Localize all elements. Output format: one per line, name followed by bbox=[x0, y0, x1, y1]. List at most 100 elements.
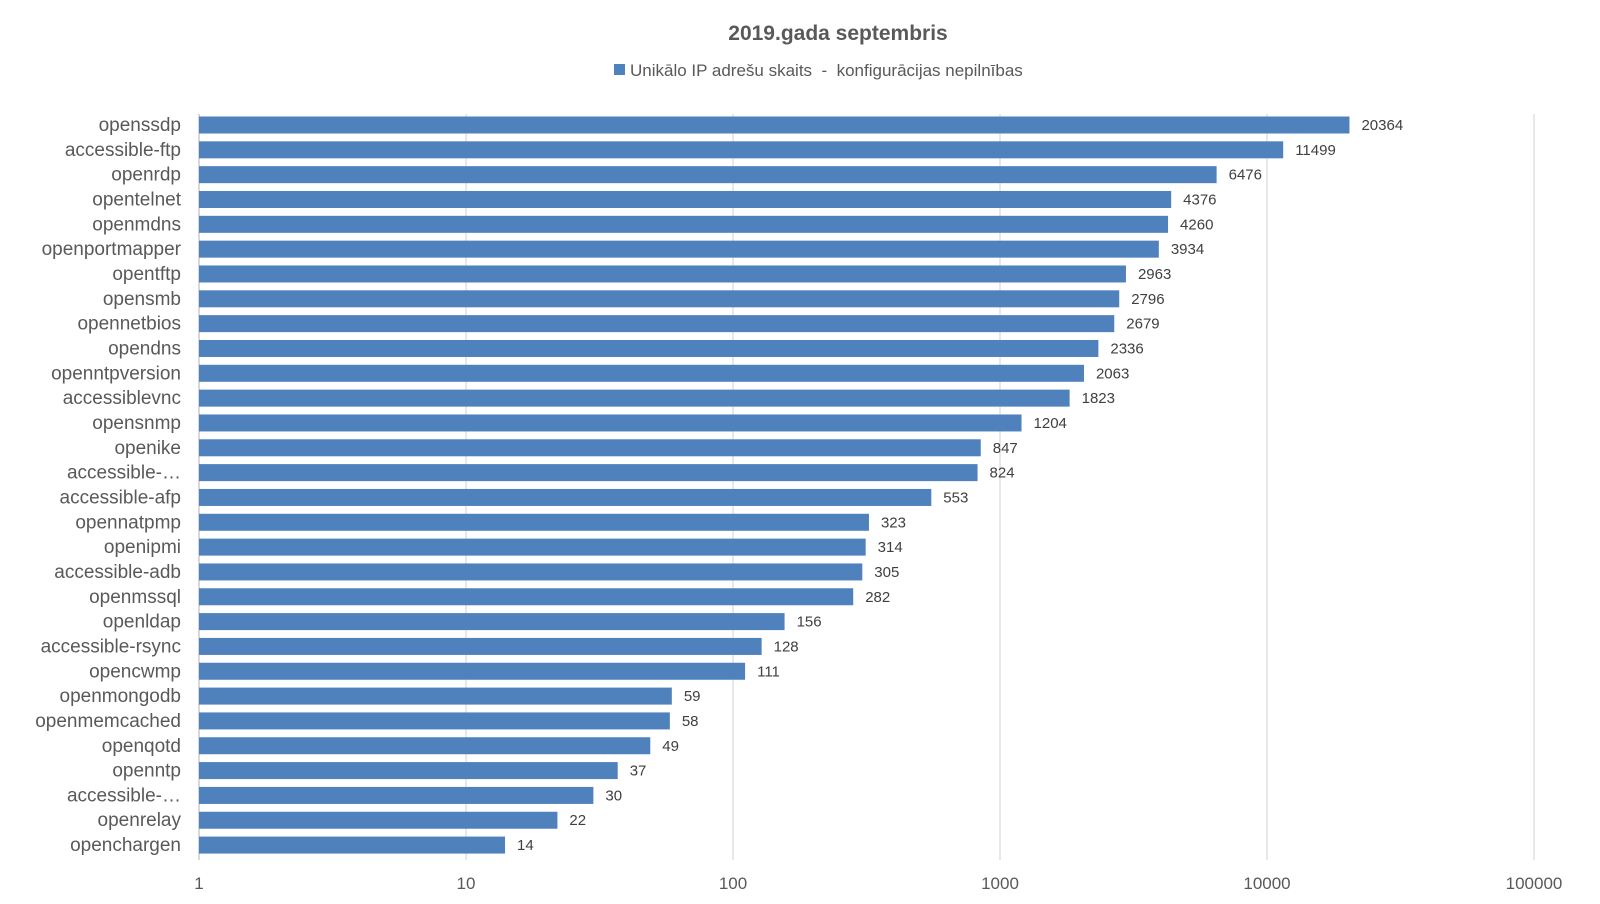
bar bbox=[199, 290, 1120, 308]
legend-swatch bbox=[614, 64, 625, 75]
x-axis-tick-labels: 1 10 100 1000 10000 100000 bbox=[194, 874, 1562, 893]
bar bbox=[199, 116, 1350, 134]
category-label: openipmi bbox=[104, 537, 181, 558]
bar bbox=[199, 786, 594, 804]
bar bbox=[199, 265, 1126, 283]
bar bbox=[199, 637, 762, 655]
bar bbox=[199, 364, 1084, 382]
chart-title: 2019.gada septembris bbox=[728, 22, 947, 45]
data-label: 59 bbox=[684, 688, 701, 705]
data-label: 2796 bbox=[1131, 291, 1164, 308]
data-label: 305 bbox=[874, 564, 899, 581]
data-label: 128 bbox=[774, 638, 799, 655]
category-label: accessible-afp bbox=[60, 487, 181, 508]
category-label: openmssql bbox=[89, 587, 181, 608]
category-label: opencwmp bbox=[89, 661, 181, 682]
data-label: 314 bbox=[878, 539, 903, 556]
data-label: 58 bbox=[682, 713, 699, 730]
category-label: opennetbios bbox=[77, 314, 181, 335]
bar bbox=[199, 339, 1099, 357]
legend-label: Unikālo IP adrešu skaits - konfigurācija… bbox=[630, 61, 1023, 80]
bar bbox=[199, 240, 1159, 258]
data-label: 2063 bbox=[1096, 365, 1129, 382]
bar bbox=[199, 613, 785, 631]
category-label: openssdp bbox=[99, 115, 181, 136]
data-label: 49 bbox=[662, 738, 679, 755]
bar bbox=[199, 389, 1070, 407]
data-label: 111 bbox=[757, 663, 780, 680]
category-label: openike bbox=[114, 438, 181, 459]
category-label: openldap bbox=[103, 612, 181, 633]
x-tick-label: 1000 bbox=[981, 874, 1019, 893]
data-label: 2336 bbox=[1110, 340, 1143, 357]
data-label: 37 bbox=[630, 763, 647, 780]
legend: Unikālo IP adrešu skaits - konfigurācija… bbox=[614, 61, 1023, 80]
bar bbox=[199, 662, 746, 680]
bar bbox=[199, 836, 506, 854]
data-label: 156 bbox=[797, 614, 822, 631]
data-label: 22 bbox=[569, 812, 586, 829]
bar bbox=[199, 464, 978, 482]
category-label: openrdp bbox=[111, 165, 181, 186]
category-label: opennatpmp bbox=[75, 512, 181, 533]
category-label: opendns bbox=[108, 338, 181, 359]
category-label: accessible-adb bbox=[54, 562, 181, 583]
data-label: 847 bbox=[993, 440, 1018, 457]
data-label: 282 bbox=[865, 589, 890, 606]
data-label: 1204 bbox=[1034, 415, 1067, 432]
data-label: 4376 bbox=[1183, 191, 1216, 208]
category-label: accessible-ftp bbox=[65, 140, 181, 161]
bar bbox=[199, 563, 863, 581]
bar bbox=[199, 712, 670, 730]
data-label: 6476 bbox=[1229, 167, 1262, 184]
data-label: 20364 bbox=[1361, 117, 1403, 134]
category-label: openchargen bbox=[70, 835, 181, 856]
bar bbox=[199, 687, 672, 705]
bar bbox=[199, 488, 932, 506]
bar bbox=[199, 588, 854, 606]
x-tick-label: 100000 bbox=[1506, 874, 1563, 893]
bar bbox=[199, 762, 618, 780]
bar bbox=[199, 737, 651, 755]
category-label: openportmapper bbox=[42, 239, 182, 260]
category-label: accessible-rsync bbox=[41, 636, 181, 657]
category-label: openntpversion bbox=[51, 363, 181, 384]
x-tick-label: 100 bbox=[719, 874, 747, 893]
data-label: 11499 bbox=[1295, 142, 1336, 159]
data-label: 2963 bbox=[1138, 266, 1171, 283]
x-tick-label: 1 bbox=[194, 874, 203, 893]
x-tick-label: 10000 bbox=[1243, 874, 1290, 893]
data-label: 1823 bbox=[1082, 390, 1115, 407]
category-label: openmongodb bbox=[60, 686, 182, 707]
category-axis-labels: openssdp accessible-ftp openrdp opentelnet o… bbox=[35, 115, 181, 856]
data-label: 553 bbox=[943, 489, 968, 506]
bar bbox=[199, 513, 869, 531]
bar bbox=[199, 141, 1284, 159]
category-label: accessible-… bbox=[67, 785, 181, 806]
data-label: 3934 bbox=[1171, 241, 1204, 258]
x-tick-label: 10 bbox=[457, 874, 476, 893]
data-label: 30 bbox=[605, 787, 622, 804]
category-label: openntp bbox=[112, 761, 181, 782]
category-label: openqotd bbox=[102, 736, 181, 757]
bar bbox=[199, 166, 1217, 184]
category-label: accessiblevnc bbox=[63, 388, 181, 409]
bar bbox=[199, 414, 1022, 432]
bar bbox=[199, 811, 558, 829]
category-label: opensnmp bbox=[92, 413, 181, 434]
category-label: opentelnet bbox=[92, 189, 181, 210]
gridlines bbox=[198, 114, 1535, 860]
category-label: opentftp bbox=[112, 264, 181, 285]
data-label: 323 bbox=[881, 514, 906, 531]
data-label: 4260 bbox=[1180, 216, 1213, 233]
bar bbox=[199, 315, 1115, 333]
category-label: opensmb bbox=[103, 289, 181, 310]
category-label: openmdns bbox=[92, 214, 181, 235]
bars bbox=[199, 116, 1350, 854]
bar bbox=[199, 439, 981, 457]
bar bbox=[199, 215, 1169, 233]
category-label: accessible-… bbox=[67, 463, 181, 484]
